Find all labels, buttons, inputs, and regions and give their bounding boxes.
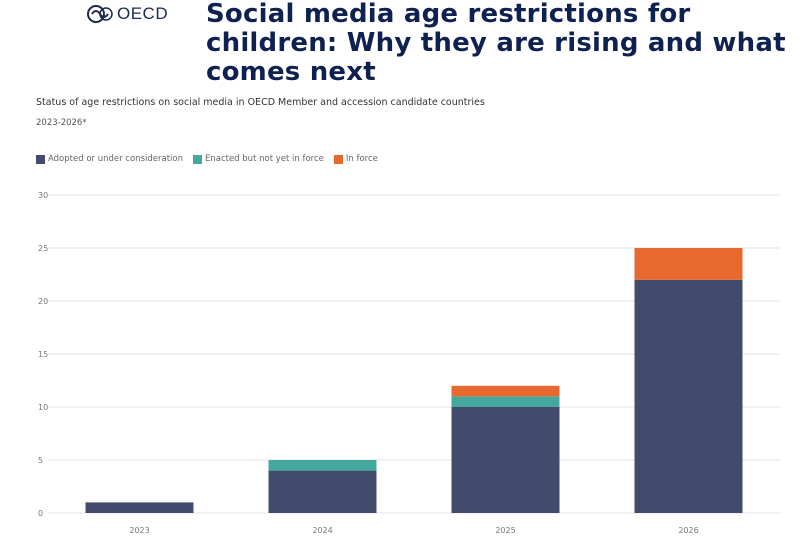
legend-swatch-in-force	[333, 154, 343, 164]
legend-item-enacted: Enacted but not yet in force	[192, 154, 324, 164]
oecd-logo-icon	[87, 5, 113, 23]
chart-title: Status of age restrictions on social med…	[36, 97, 485, 108]
bar-segment	[451, 385, 560, 397]
y-tick-label: 5	[38, 456, 43, 465]
header: OECD Social media age restrictions for c…	[0, 0, 798, 90]
x-tick-label: 2023	[129, 526, 149, 535]
page-title: Social media age restrictions for childr…	[206, 0, 786, 87]
logo-text: OECD	[117, 4, 169, 23]
legend-item-adopted: Adopted or under consideration	[36, 154, 183, 164]
bar-segment	[268, 470, 377, 513]
y-tick-label: 0	[38, 509, 43, 518]
bar-segment	[451, 396, 560, 407]
chart-subtitle: 2023-2026*	[36, 118, 87, 128]
legend-swatch-adopted	[36, 154, 45, 164]
bar-segment	[634, 279, 743, 513]
x-tick-label: 2024	[312, 526, 332, 535]
y-tick-label: 25	[38, 244, 48, 253]
y-tick-label: 20	[38, 297, 48, 306]
x-tick-label: 2026	[678, 526, 698, 535]
legend-swatch-enacted	[192, 154, 202, 164]
bar-segment	[85, 502, 194, 513]
y-tick-label: 30	[38, 191, 48, 200]
bar-segment	[634, 248, 743, 280]
bar-segment	[451, 407, 560, 513]
y-tick-label: 10	[38, 403, 48, 412]
legend-item-in-force: In force	[333, 154, 378, 164]
chart-legend: Adopted or under consideration Enacted b…	[36, 154, 378, 164]
x-tick-label: 2025	[495, 526, 515, 535]
oecd-logo: OECD	[86, 4, 168, 24]
y-tick-label: 15	[38, 350, 48, 359]
legend-label-adopted: Adopted or under consideration	[48, 154, 183, 164]
bar-segment	[268, 460, 377, 471]
legend-label-in-force: In force	[345, 154, 378, 164]
legend-label-enacted: Enacted but not yet in force	[204, 154, 324, 164]
